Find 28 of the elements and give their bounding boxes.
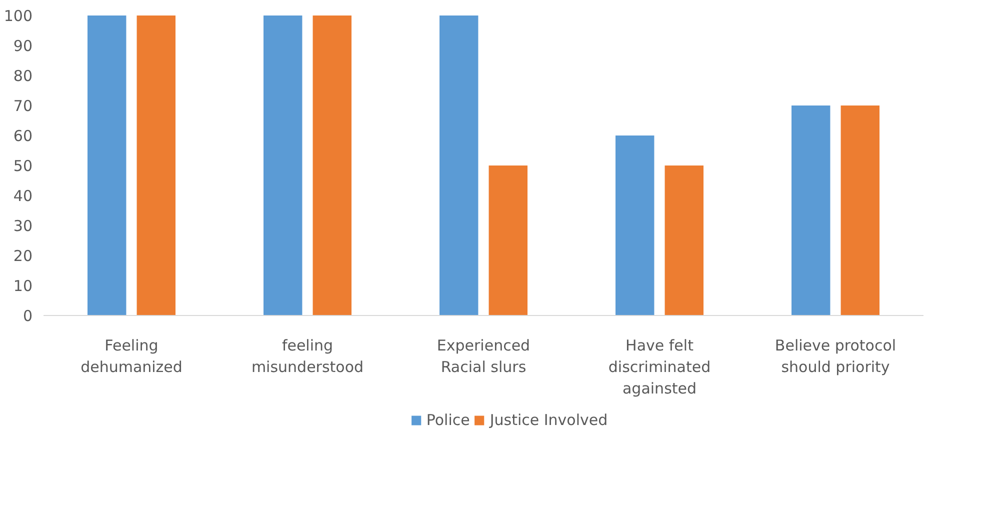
x-tick-label: Feeling dehumanized <box>80 336 182 376</box>
y-tick-label: 90 <box>13 37 33 55</box>
y-tick-label: 100 <box>4 7 33 25</box>
y-tick-label: 50 <box>13 157 33 175</box>
bar <box>312 16 352 316</box>
y-tick-label: 40 <box>13 187 33 205</box>
x-tick-label: feeling misunderstood <box>251 336 364 376</box>
bar <box>616 136 654 316</box>
legend-label: Police <box>426 411 470 429</box>
y-tick-label: 0 <box>22 307 33 325</box>
y-tick-label: 70 <box>13 97 33 115</box>
x-tick-label: Experienced Racial slurs <box>436 336 530 376</box>
bar <box>440 16 478 316</box>
bar <box>792 106 830 316</box>
bar <box>840 106 880 316</box>
y-tick-label: 80 <box>13 67 33 85</box>
y-tick-label: 10 <box>13 277 33 295</box>
x-tick-label: Have felt discriminated againsted <box>608 336 711 398</box>
x-tick-label: Believe protocol should priority <box>774 336 896 376</box>
bar <box>488 166 528 316</box>
y-tick-label: 30 <box>13 217 33 235</box>
bar <box>136 16 176 316</box>
y-tick-label: 20 <box>13 247 33 265</box>
y-tick-label: 60 <box>13 127 33 145</box>
legend-label: Justice Involved <box>490 411 608 429</box>
bar <box>88 16 126 316</box>
bar <box>264 16 302 316</box>
bar <box>664 166 704 316</box>
